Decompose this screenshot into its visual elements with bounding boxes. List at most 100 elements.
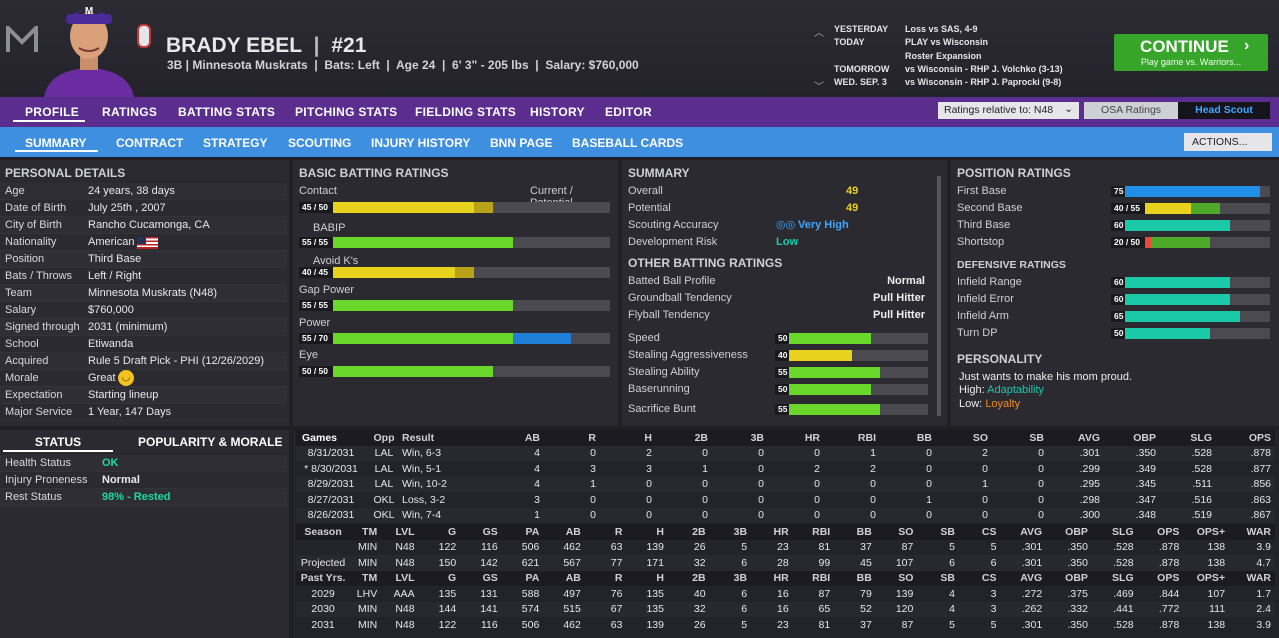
table-cell: .349 (1135, 462, 1156, 475)
personality-low: Low: Loyalty (959, 398, 1021, 410)
actions-button[interactable]: ACTIONS... (1184, 133, 1272, 151)
speed-rating-label: Baserunning (628, 383, 690, 395)
tab-pitching-stats[interactable]: PITCHING STATS (295, 105, 398, 119)
potential-fill (1111, 237, 1211, 248)
table-cell: .878 (1158, 541, 1180, 554)
tab-history[interactable]: HISTORY (530, 105, 585, 119)
table-cell: 515 (563, 603, 581, 616)
table-cell: .347 (1135, 493, 1156, 506)
speed-rating-label: Stealing Aggressiveness (628, 349, 748, 361)
table-cell: 37 (860, 541, 872, 554)
personal-label: Age (5, 185, 25, 197)
table-cell: 116 (480, 618, 498, 631)
table-cell: 0 (814, 509, 820, 522)
tab-editor[interactable]: EDITOR (605, 105, 652, 119)
table-cell: GS (482, 525, 498, 538)
table-cell: 1 (982, 478, 988, 491)
personal-value: Left / Right (88, 270, 142, 282)
tab-scouting[interactable]: SCOUTING (288, 136, 352, 150)
current-fill (775, 404, 881, 415)
table-cell: .350 (1067, 618, 1088, 631)
rating-bar: 20 / 50 (1111, 237, 1270, 248)
personal-row: Salary $760,000 (0, 302, 287, 319)
table-cell: 0 (590, 447, 596, 460)
table-cell: 0 (702, 447, 708, 460)
rating-bar: 55 / 55 (299, 300, 610, 311)
table-row: 8/27/2031 OKL Loss, 3-2 3 0 0 0 0 0 0 1 0 0 .298 .347.… (296, 492, 1275, 508)
table-cell: .867 (1250, 509, 1271, 522)
rating-badge: 50 (1111, 328, 1125, 339)
current-fill (299, 202, 474, 213)
tab-contract[interactable]: CONTRACT (116, 136, 184, 150)
personal-row: Morale Great ◡ (0, 370, 287, 387)
tab-fielding-stats[interactable]: FIELDING STATS (415, 105, 517, 119)
table-cell: Win, 6-3 (402, 447, 442, 460)
season-stats-table: Season TM LVL G GS PA AB R H 2B 3B HR RBI BB SO SB CS AVG… (296, 524, 1275, 633)
games-select[interactable] (296, 431, 368, 444)
table-header: Season TM LVL G GS PA AB R H 2B 3B HR RBI BB SO SB CS AVG… (296, 524, 1275, 540)
personal-value: Starting lineup (88, 389, 159, 401)
tab-batting-stats[interactable]: BATTING STATS (178, 105, 276, 119)
table-cell: 3B (733, 525, 748, 538)
continue-button[interactable]: CONTINUE › Play game vs. Warriors... (1114, 34, 1268, 71)
table-cell: PA (525, 525, 540, 538)
table-cell: 0 (926, 478, 932, 491)
head-scout-button[interactable]: Head Scout (1178, 102, 1270, 119)
personal-value: Etiwanda (88, 338, 134, 350)
schedule-up-arrow[interactable]: ︿ (814, 28, 824, 39)
table-cell: 0 (758, 509, 764, 522)
table-cell: 171 (646, 556, 664, 569)
table-cell: 1 (926, 493, 932, 506)
schedule-day: WED. SEP. 3 (834, 77, 887, 87)
table-cell: 87 (818, 587, 831, 600)
table-cell: 138 (1207, 618, 1226, 631)
osa-ratings-button[interactable]: OSA Ratings (1084, 102, 1178, 119)
rating-bar: 60 (1111, 220, 1270, 231)
batting-rating-name: Power (299, 317, 331, 329)
table-cell: 77 (610, 556, 623, 569)
batting-rating-name: BABIP (313, 222, 346, 234)
summary-scrollbar[interactable] (937, 176, 941, 416)
current-fill (299, 333, 513, 344)
personality-high: High: Adaptability (959, 384, 1045, 396)
table-cell: MIN (357, 541, 378, 554)
rating-badge: 50 / 50 (299, 366, 333, 377)
table-cell: 0 (590, 509, 596, 522)
table-cell: 111 (1209, 603, 1226, 616)
popularity-morale-tab[interactable]: POPULARITY & MORALE (138, 435, 283, 449)
tab-strategy[interactable]: STRATEGY (203, 136, 268, 150)
player-avatar: M (44, 0, 134, 97)
table-cell: 2B (694, 431, 708, 444)
table-cell: SO (898, 525, 914, 538)
status-tab[interactable]: STATUS (3, 432, 113, 452)
table-row: 2030 MIN N48 144 141 574 515 67 135 32 6 16 65 52 120 4… (296, 601, 1275, 617)
current-fill (299, 237, 513, 248)
table-row: 8/31/2031 LAL Win, 6-3 4 0 2 0 0 0 1 0 2 0 .301 .350 .5… (296, 445, 1275, 461)
contact-label: Contact (299, 185, 337, 197)
tab-baseball-cards[interactable]: BASEBALL CARDS (572, 136, 684, 150)
summary-panel: SUMMARY Overall 49 Potential 49 Scouting Acc… (622, 160, 947, 426)
tab-injury-history[interactable]: INJURY HISTORY (371, 136, 471, 150)
tab-bnn-page[interactable]: BNN PAGE (490, 136, 553, 150)
table-cell: 52 (860, 603, 872, 616)
table-cell: R (588, 431, 596, 444)
personal-label: Salary (5, 304, 37, 316)
table-cell: H (644, 431, 652, 444)
ratings-relative-select[interactable]: Ratings relative to: N48 ⌄ (938, 102, 1079, 119)
tab-ratings[interactable]: RATINGS (102, 105, 158, 119)
tab-summary[interactable]: SUMMARY (25, 136, 87, 150)
table-cell: 588 (521, 587, 540, 600)
us-flag-canton (137, 237, 146, 244)
table-cell: HR (773, 525, 789, 538)
rating-badge: 40 (775, 350, 789, 361)
table-cell: .856 (1250, 478, 1271, 491)
schedule-down-arrow[interactable]: ﹀ (814, 82, 824, 93)
personal-row: Bats / Throws Left / Right (0, 268, 287, 285)
status-label: Health Status (5, 457, 72, 469)
tab-profile[interactable]: PROFILE (25, 105, 80, 119)
current-fill (1111, 311, 1241, 322)
position-label: Third Base (957, 219, 1011, 231)
rating-badge: 40 / 55 (1111, 203, 1145, 214)
table-cell: 120 (895, 603, 914, 616)
table-cell: OPS (1157, 572, 1180, 585)
